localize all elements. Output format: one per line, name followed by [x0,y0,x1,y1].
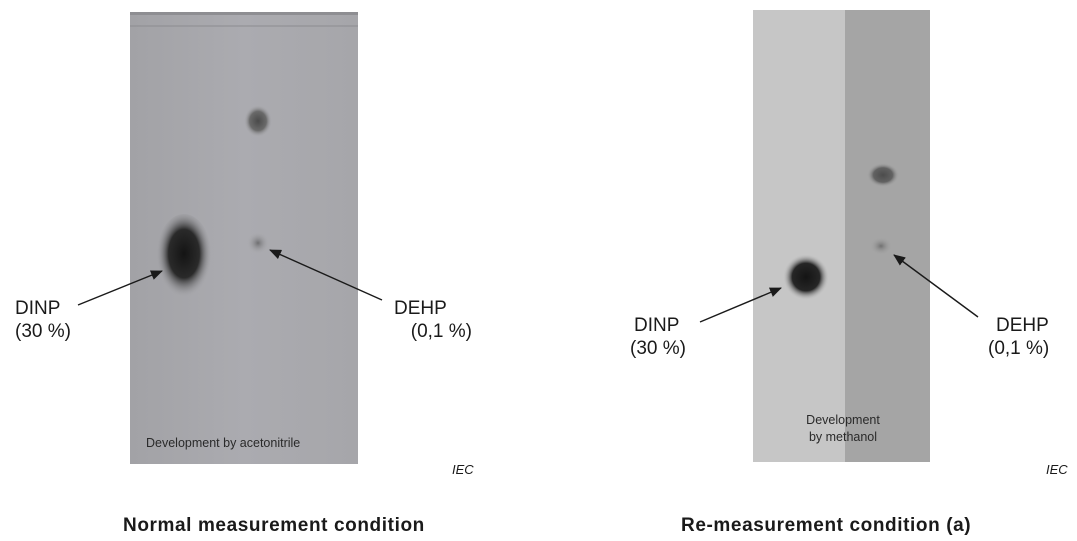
dinp-label: DINP (30 %) [15,297,71,343]
reference-spot [867,163,899,187]
dinp-label: DINP (30 %) [630,314,686,360]
reference-spot [244,105,272,137]
dinp-arrow [699,287,782,323]
dehp-concentration: (0,1 %) [410,321,472,342]
plate-development-note: Development by methanol [798,412,888,446]
tlc-plate-image-remeasurement [699,10,979,462]
iec-watermark: IEC [1046,462,1068,477]
dinp-name: DINP [15,298,61,319]
dehp-name: DEHP [996,315,1049,336]
dinp-concentration: (30 %) [630,338,686,359]
dehp-spot [870,237,892,255]
figure-caption: Re-measurement condition (a) [681,515,972,536]
dehp-concentration: (0,1 %) [988,338,1050,359]
figure-remeasurement: Development by methanol DINP (30 %) DEHP… [538,0,1077,541]
dehp-name: DEHP [394,298,447,319]
dehp-label: DEHP (0,1 %) [388,297,472,343]
dinp-concentration: (30 %) [15,321,71,342]
figure-normal-measurement: Development by acetonitrile DINP (30 %) … [0,0,538,541]
tlc-plate-light-lane [753,10,845,462]
dehp-label: DEHP (0,1 %) [988,314,1049,360]
dehp-arrow [893,254,979,318]
dehp-arrow [269,249,383,301]
dinp-name: DINP [634,315,680,336]
plate-development-note: Development by acetonitrile [146,436,301,450]
dinp-spot [783,254,829,300]
dinp-arrow [77,270,163,306]
tlc-plate-dark-lane [845,10,930,462]
dehp-spot [247,232,269,254]
figure-caption: Normal measurement condition [123,515,425,536]
plate-note-line1: Development [806,413,880,427]
plate-note-line2: by methanol [808,430,878,444]
tlc-plate-image-normal [77,12,383,464]
iec-watermark: IEC [452,462,474,477]
dinp-spot [156,214,212,302]
